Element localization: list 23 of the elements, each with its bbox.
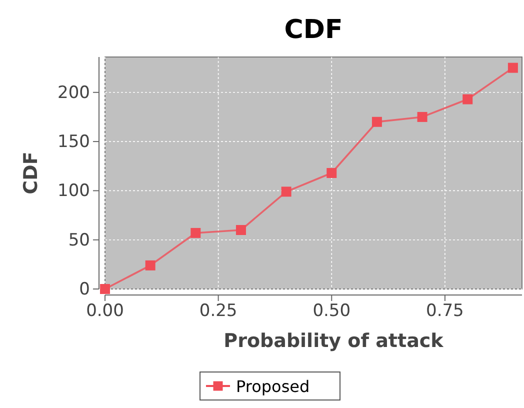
point <box>372 116 382 127</box>
point <box>281 186 292 197</box>
legend-label: Proposed <box>236 377 310 396</box>
point <box>508 62 518 73</box>
y-tick-label: 150 <box>58 132 90 152</box>
x-tick-label: 0.25 <box>199 301 238 322</box>
y-tick-label: 0 <box>79 279 90 300</box>
y-axis-title: CDF <box>20 152 42 194</box>
chart-title: CDF <box>284 15 343 45</box>
y-tick-label: 200 <box>58 82 90 103</box>
x-axis-title: Probability of attack <box>224 330 444 352</box>
point <box>326 168 337 178</box>
x-tick-label: 0.75 <box>426 301 464 322</box>
point <box>190 228 201 238</box>
point <box>236 225 246 236</box>
point <box>462 94 473 104</box>
y-tick-label: 50 <box>68 230 90 250</box>
point <box>100 284 110 294</box>
point <box>145 260 156 270</box>
point <box>417 112 428 122</box>
y-tick-label: 100 <box>58 181 90 202</box>
x-tick-label: 0.50 <box>312 301 351 322</box>
x-tick-label: 0.00 <box>86 301 124 322</box>
